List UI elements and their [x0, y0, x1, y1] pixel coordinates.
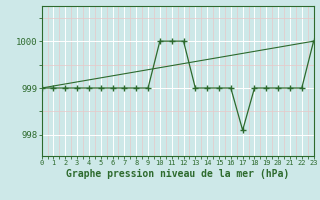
X-axis label: Graphe pression niveau de la mer (hPa): Graphe pression niveau de la mer (hPa) [66, 169, 289, 179]
